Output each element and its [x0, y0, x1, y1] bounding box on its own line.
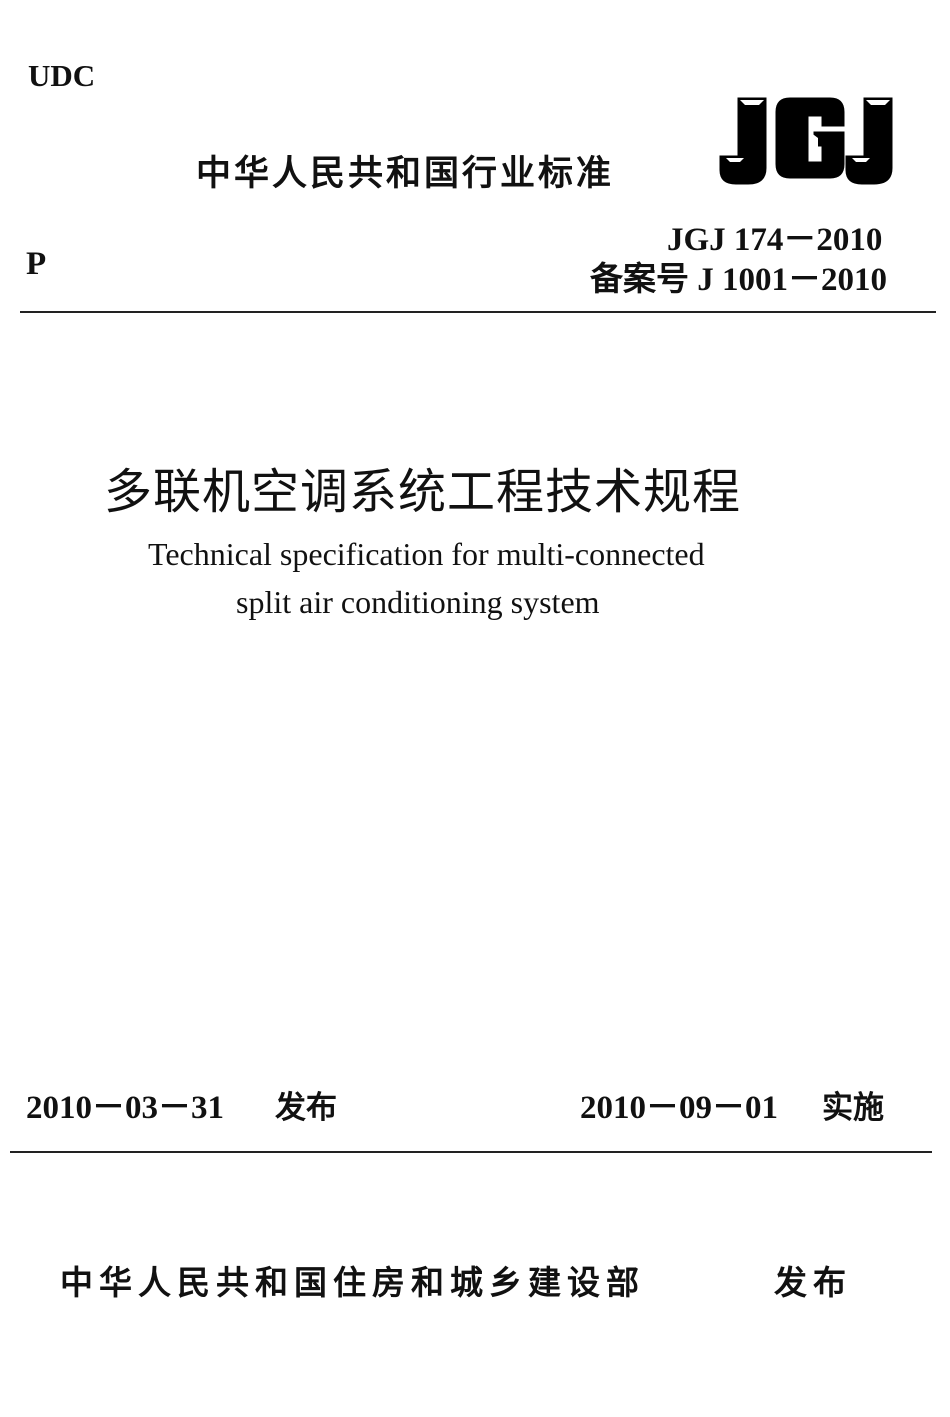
udc-label: UDC [28, 58, 96, 93]
publisher: 中华人民共和国住房和城乡建设部 [60, 1263, 645, 1302]
jgj-logo [719, 97, 893, 185]
top-divider [20, 311, 936, 313]
bottom-divider [10, 1151, 932, 1153]
record-number: 备案号 J 1001－2010 [590, 262, 887, 298]
standard-number: JGJ 174－2010 [667, 222, 883, 258]
standard-type: 中华人民共和国行业标准 [196, 154, 615, 194]
title-english-line2: split air conditioning system [236, 584, 600, 620]
title-chinese: 多联机空调系统工程技术规程 [104, 464, 742, 520]
effective-label: 实施 [822, 1090, 884, 1126]
effective-date: 2010－09－01 [580, 1090, 778, 1126]
issue-label: 发布 [275, 1090, 337, 1126]
title-english-line1: Technical specification for multi-connec… [148, 536, 705, 572]
category-label: P [26, 246, 47, 282]
issue-date: 2010－03－31 [26, 1090, 224, 1126]
publish-label: 发布 [774, 1263, 852, 1302]
